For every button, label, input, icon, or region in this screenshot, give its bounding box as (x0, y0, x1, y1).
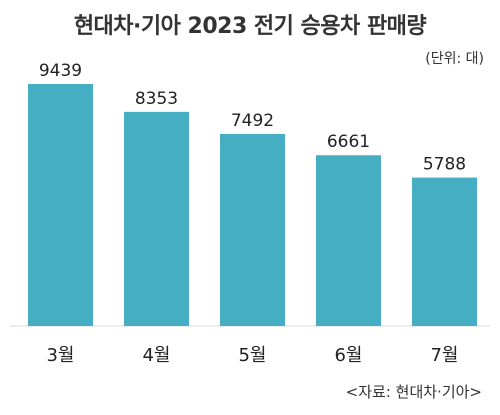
bar-7월 (412, 177, 477, 326)
bar-4월 (124, 111, 189, 326)
value-label: 9439 (39, 61, 82, 81)
category-label: 7월 (430, 345, 458, 366)
category-label: 5월 (238, 345, 266, 366)
unit-note: (단위: 대) (425, 51, 484, 67)
bar-5월 (220, 133, 285, 326)
value-label: 8353 (135, 89, 178, 109)
chart-title: 현대차·기아 2023 전기 승용차 판매량 (73, 14, 427, 39)
bar-6월 (316, 155, 381, 326)
value-label: 5788 (423, 155, 466, 175)
category-label: 3월 (46, 345, 74, 366)
source-note: <자료: 현대차·기아> (345, 383, 482, 401)
value-label: 6661 (327, 132, 370, 152)
category-label: 6월 (334, 345, 362, 366)
bar-3월 (28, 84, 93, 326)
value-label: 7492 (231, 111, 274, 131)
category-label: 4월 (142, 345, 170, 366)
